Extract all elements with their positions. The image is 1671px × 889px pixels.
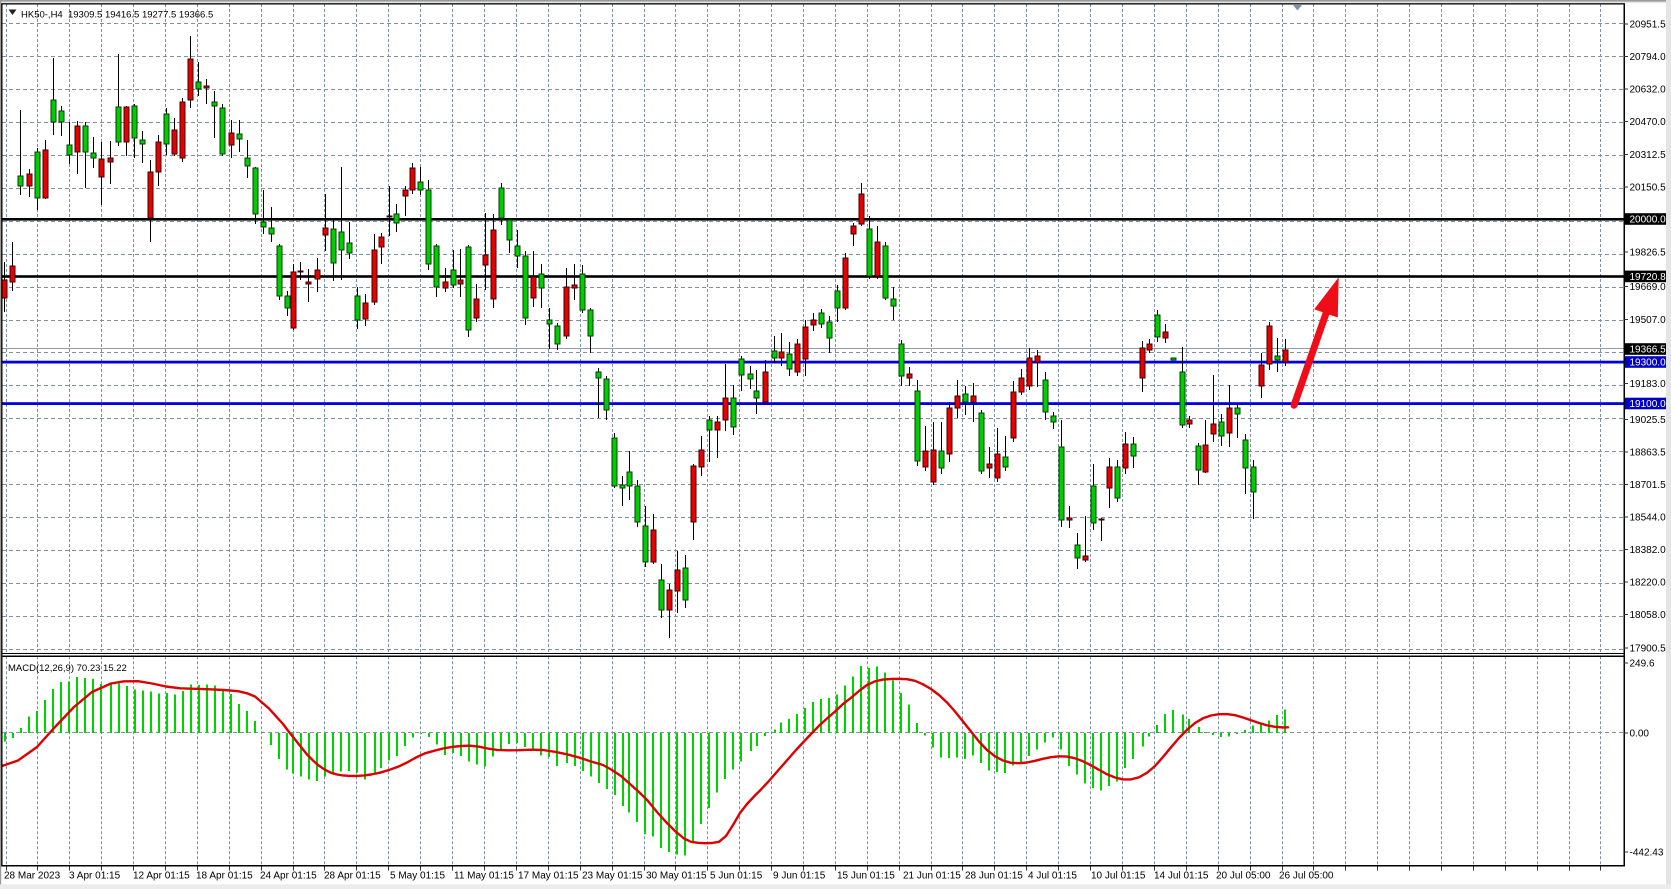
svg-text:19826.5: 19826.5 bbox=[1630, 248, 1667, 259]
svg-text:14 Jul 01:15: 14 Jul 01:15 bbox=[1154, 871, 1209, 882]
svg-text:5 May 01:15: 5 May 01:15 bbox=[390, 871, 445, 882]
svg-text:30 May 01:15: 30 May 01:15 bbox=[646, 871, 707, 882]
svg-text:20312.5: 20312.5 bbox=[1630, 150, 1667, 161]
svg-text:10 Jul 01:15: 10 Jul 01:15 bbox=[1091, 871, 1146, 882]
svg-text:18701.5: 18701.5 bbox=[1630, 480, 1667, 491]
svg-text:28 Apr 01:15: 28 Apr 01:15 bbox=[324, 871, 381, 882]
svg-text:23 May 01:15: 23 May 01:15 bbox=[582, 871, 643, 882]
svg-text:26 Jul 05:00: 26 Jul 05:00 bbox=[1279, 871, 1334, 882]
svg-text:24 Apr 01:15: 24 Apr 01:15 bbox=[260, 871, 317, 882]
svg-text:18544.0: 18544.0 bbox=[1630, 513, 1667, 524]
svg-text:17900.5: 17900.5 bbox=[1630, 644, 1667, 655]
svg-text:20470.0: 20470.0 bbox=[1630, 117, 1667, 128]
svg-text:20794.0: 20794.0 bbox=[1630, 52, 1667, 63]
svg-text:18058.0: 18058.0 bbox=[1630, 610, 1667, 621]
svg-text:18 Apr 01:15: 18 Apr 01:15 bbox=[196, 871, 253, 882]
svg-text:20 Jul 05:00: 20 Jul 05:00 bbox=[1216, 871, 1271, 882]
svg-text:15 Jun 01:15: 15 Jun 01:15 bbox=[837, 871, 895, 882]
svg-text:-442.43: -442.43 bbox=[1630, 848, 1664, 859]
svg-text:19100.0: 19100.0 bbox=[1630, 399, 1667, 410]
svg-text:19669.0: 19669.0 bbox=[1630, 282, 1667, 293]
svg-text:28 Jun 01:15: 28 Jun 01:15 bbox=[965, 871, 1023, 882]
svg-text:20000.0: 20000.0 bbox=[1630, 215, 1667, 226]
svg-text:19183.0: 19183.0 bbox=[1630, 379, 1667, 390]
svg-text:4 Jul 01:15: 4 Jul 01:15 bbox=[1028, 871, 1077, 882]
svg-text:20150.5: 20150.5 bbox=[1630, 183, 1667, 194]
svg-text:19720.8: 19720.8 bbox=[1630, 272, 1667, 283]
svg-text:19025.5: 19025.5 bbox=[1630, 415, 1667, 426]
svg-text:19300.0: 19300.0 bbox=[1630, 358, 1667, 369]
svg-text:19507.0: 19507.0 bbox=[1630, 315, 1667, 326]
svg-text:5 Jun 01:15: 5 Jun 01:15 bbox=[710, 871, 763, 882]
svg-text:20632.0: 20632.0 bbox=[1630, 85, 1667, 96]
svg-text:11 May 01:15: 11 May 01:15 bbox=[454, 871, 514, 882]
svg-text:18863.5: 18863.5 bbox=[1630, 448, 1667, 459]
svg-text:3 Apr 01:15: 3 Apr 01:15 bbox=[69, 871, 121, 882]
svg-text:0.00: 0.00 bbox=[1630, 729, 1650, 740]
svg-text:MACD(12,26,9) 70.23 15.22: MACD(12,26,9) 70.23 15.22 bbox=[8, 663, 127, 674]
svg-text:19366.5: 19366.5 bbox=[1630, 345, 1667, 356]
svg-text:20951.5: 20951.5 bbox=[1630, 20, 1667, 31]
svg-text:17 May 01:15: 17 May 01:15 bbox=[518, 871, 579, 882]
svg-text:28 Mar 2023: 28 Mar 2023 bbox=[4, 871, 61, 882]
svg-text:12 Apr 01:15: 12 Apr 01:15 bbox=[133, 871, 190, 882]
svg-text:18220.0: 18220.0 bbox=[1630, 578, 1667, 589]
svg-text:HK50-,H4 19309.5 19416.5 1927: HK50-,H4 19309.5 19416.5 19277.5 19366.5 bbox=[21, 10, 213, 21]
svg-text:249.6: 249.6 bbox=[1630, 659, 1655, 670]
svg-text:18382.0: 18382.0 bbox=[1630, 545, 1667, 556]
svg-text:9 Jun 01:15: 9 Jun 01:15 bbox=[773, 871, 826, 882]
svg-text:21 Jun 01:15: 21 Jun 01:15 bbox=[903, 871, 961, 882]
